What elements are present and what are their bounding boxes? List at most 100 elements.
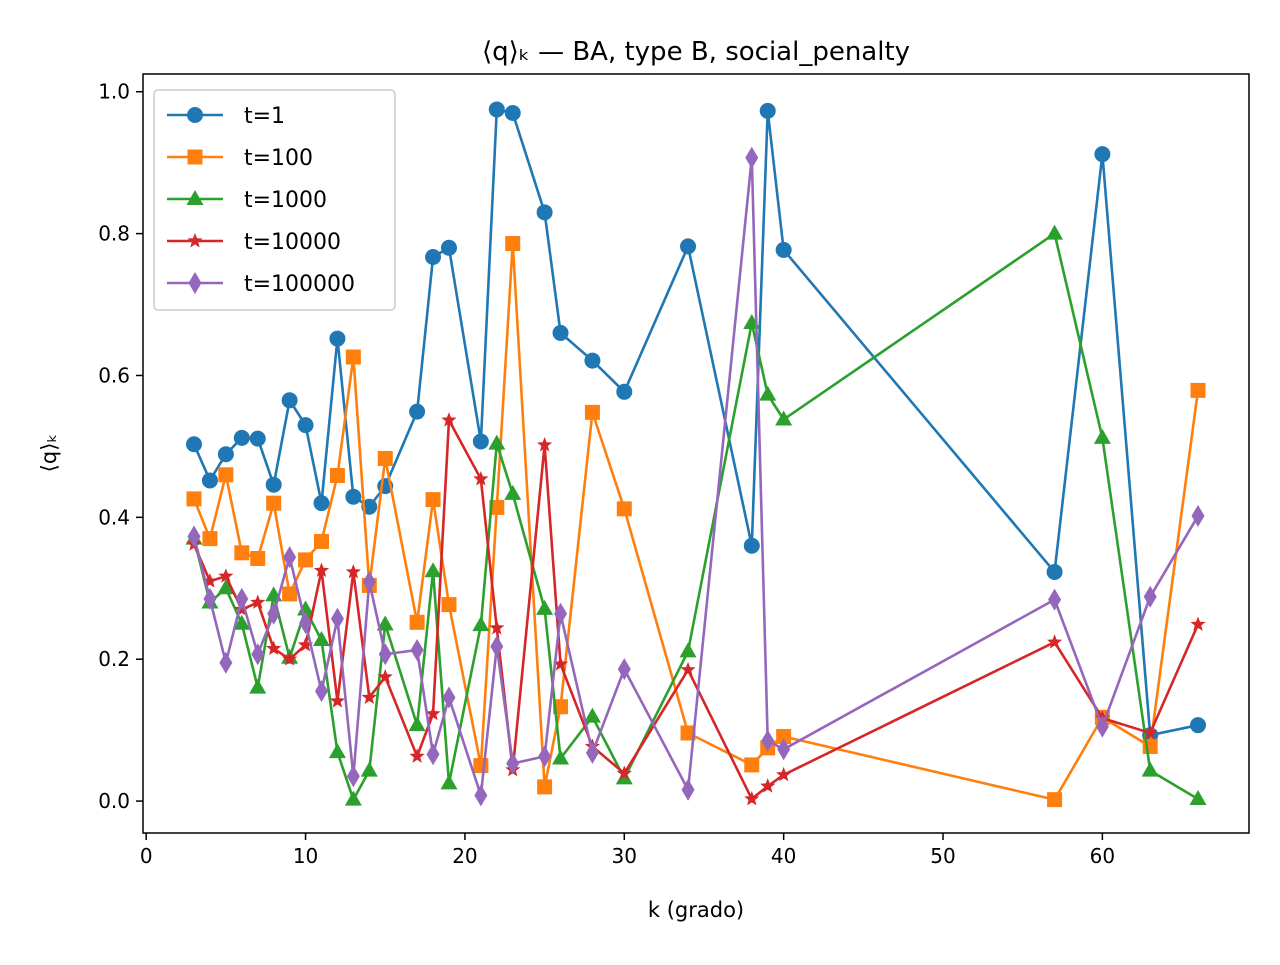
- data-point: [314, 680, 328, 703]
- legend-entries: t=1 t=100 t=1000 t=10000 t=100000: [167, 104, 355, 297]
- legend-label: t=10000: [244, 230, 341, 255]
- data-point: [218, 467, 234, 483]
- series-t=1: [185, 101, 1207, 744]
- data-point: [187, 525, 201, 548]
- data-point: [440, 239, 457, 256]
- legend-swatch-marker: [187, 233, 203, 248]
- data-point: [1190, 382, 1206, 398]
- data-point: [362, 570, 376, 593]
- data-point: [488, 434, 506, 450]
- data-point: [760, 778, 776, 793]
- data-point: [680, 725, 696, 741]
- legend-entry: t=100000: [167, 272, 355, 297]
- data-point: [504, 105, 521, 122]
- data-point: [743, 537, 760, 554]
- data-point: [203, 587, 217, 610]
- data-point: [472, 616, 490, 632]
- data-point: [585, 741, 599, 764]
- data-point: [281, 392, 298, 409]
- data-point: [313, 562, 330, 578]
- data-point: [1141, 761, 1159, 777]
- data-point: [1046, 224, 1064, 240]
- data-point: [552, 749, 570, 765]
- data-point: [584, 352, 601, 369]
- series-t=10000: [186, 412, 1206, 806]
- x-tick-label: 60: [1090, 844, 1115, 868]
- data-point: [537, 779, 553, 795]
- data-point: [377, 668, 393, 684]
- data-point: [297, 417, 314, 434]
- data-point: [744, 790, 760, 806]
- data-point: [251, 643, 265, 666]
- data-point: [490, 635, 504, 658]
- y-tick-label: 0.6: [98, 363, 130, 387]
- data-point: [265, 476, 282, 493]
- data-point: [616, 383, 633, 400]
- x-tick-label: 30: [612, 844, 637, 868]
- data-point: [488, 101, 505, 118]
- data-point: [313, 495, 330, 512]
- data-point: [1191, 504, 1205, 527]
- data-point: [776, 766, 792, 782]
- data-point: [440, 774, 458, 790]
- data-point: [219, 651, 233, 674]
- data-point: [584, 404, 600, 420]
- y-tick-label: 0.4: [98, 505, 130, 529]
- data-point: [298, 552, 314, 568]
- y-tick-label: 0.0: [98, 789, 130, 813]
- data-point: [408, 716, 426, 732]
- data-point: [759, 102, 776, 119]
- data-point: [776, 729, 792, 745]
- data-point: [266, 640, 282, 656]
- series-t=1000: [185, 224, 1207, 806]
- x-tick-label: 0: [140, 844, 153, 868]
- y-tick-label: 0.8: [98, 222, 130, 246]
- data-point: [250, 550, 266, 566]
- data-point: [441, 412, 457, 427]
- data-point: [234, 545, 250, 561]
- data-point: [186, 491, 202, 507]
- data-point: [409, 748, 425, 763]
- legend-label: t=100: [244, 146, 313, 171]
- x-axis: 0 10 20 30 40 50 60: [140, 833, 1115, 868]
- data-point: [777, 738, 791, 761]
- data-point: [536, 436, 553, 452]
- data-point: [185, 436, 202, 453]
- data-point: [1190, 616, 1206, 631]
- legend-entry: t=10000: [167, 230, 341, 255]
- x-tick-label: 50: [930, 844, 955, 868]
- legend: t=1 t=100 t=1000 t=10000 t=100000: [153, 89, 396, 311]
- data-point: [235, 587, 249, 610]
- data-point: [409, 403, 426, 420]
- data-point: [299, 612, 313, 635]
- data-point: [1142, 724, 1158, 740]
- data-point: [313, 533, 329, 549]
- data-point: [346, 765, 360, 788]
- data-point: [329, 330, 346, 347]
- data-point: [554, 602, 568, 625]
- data-point: [680, 661, 696, 677]
- data-point: [282, 586, 298, 602]
- data-point: [615, 769, 633, 785]
- data-point: [745, 146, 759, 169]
- data-point: [233, 614, 251, 630]
- legend-label: t=100000: [244, 272, 355, 297]
- data-point: [376, 615, 394, 631]
- chart-title: ⟨q⟩ₖ — BA, type B, social_penalty: [482, 37, 910, 67]
- data-point: [410, 638, 424, 661]
- legend-swatch-marker: [188, 272, 202, 294]
- data-point: [761, 729, 775, 752]
- data-point: [345, 563, 361, 579]
- data-point: [1093, 428, 1111, 444]
- data-point: [617, 658, 631, 681]
- y-tick-label: 0.2: [98, 647, 130, 671]
- data-point: [1048, 588, 1062, 611]
- data-point: [1046, 563, 1063, 580]
- data-point: [344, 790, 362, 806]
- data-point: [424, 562, 442, 578]
- data-point: [329, 467, 345, 483]
- data-point: [1046, 634, 1063, 649]
- x-tick-label: 40: [771, 844, 796, 868]
- data-point: [378, 643, 392, 666]
